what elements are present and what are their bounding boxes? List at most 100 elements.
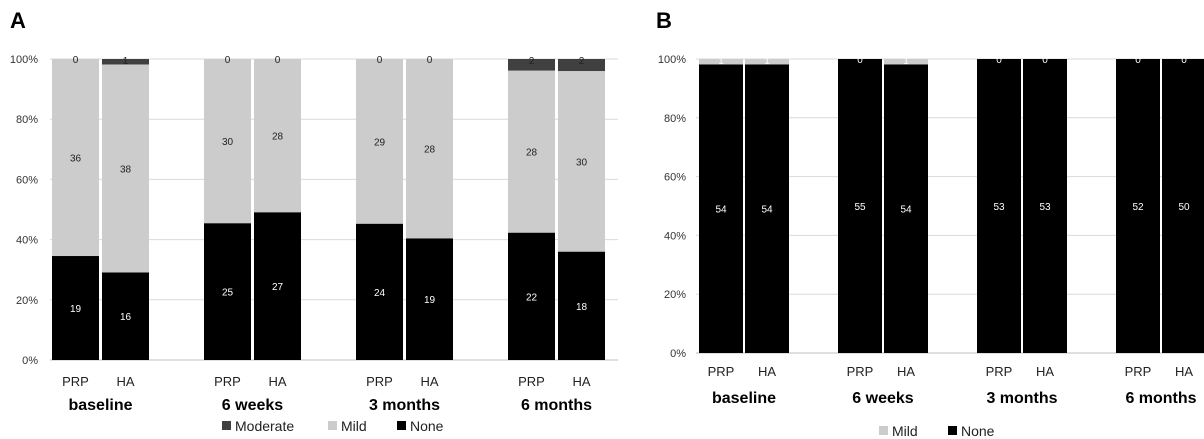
panel-b-group-label: 6 months	[1125, 390, 1196, 407]
panel-b-y-tick-label: 60%	[664, 172, 686, 184]
panel-a-legend-label-moderate: Moderate	[235, 418, 294, 434]
panel-b-legend-swatch-none	[948, 426, 957, 435]
panel-b-bar-segment-mild	[745, 59, 789, 65]
panel-b-y-tick-label: 40%	[664, 230, 686, 242]
panel-b-data-label-none: 55	[854, 202, 866, 213]
panel-a-legend-swatch-moderate	[222, 421, 231, 430]
panel-b-bar-segment-none	[838, 59, 882, 353]
panel-b-data-label-mild: 0	[1042, 55, 1048, 66]
panel-a-y-tick-label: 100%	[10, 54, 38, 66]
panel-b-data-label-none: 54	[900, 205, 912, 216]
panel-a-y-tick-label: 40%	[16, 235, 38, 247]
panel-b-data-label-none: 54	[761, 205, 773, 216]
panel-a-data-label-mild: 36	[70, 154, 82, 165]
panel-b-category-label: PRP	[847, 364, 874, 379]
panel-a-group-label: 6 months	[521, 397, 592, 414]
panel-b-legend-label-mild: Mild	[892, 423, 918, 439]
panel-b-data-label-none: 54	[715, 205, 727, 216]
panel-a-data-label-moderate: 0	[73, 55, 79, 66]
panel-b-data-label-mild: 1	[764, 56, 770, 67]
panel-a-data-label-mild: 30	[222, 137, 234, 148]
panel-b-category-label: PRP	[986, 364, 1013, 379]
panel-a-bar-segment-mild	[52, 59, 99, 257]
panel-b-legend-label-none: None	[961, 423, 995, 439]
panel-a-y-tick-label: 20%	[16, 295, 38, 307]
panel-a-category-label: PRP	[62, 374, 89, 389]
panel-a-data-label-none: 16	[120, 312, 132, 323]
panel-a-data-label-none: 19	[424, 295, 436, 306]
panel-b-y-tick-label: 20%	[664, 289, 686, 301]
panel-b-group-label: 3 months	[986, 390, 1057, 407]
panel-a-data-label-mild: 29	[374, 137, 386, 148]
panel-b-data-label-mild: 1	[718, 56, 724, 67]
panel-b-category-label: HA	[758, 364, 776, 379]
panel-a-bar-segment-mild	[558, 71, 605, 252]
panel-a-bar-segment-mild	[406, 59, 453, 239]
panel-b-y-tick-label: 80%	[664, 113, 686, 125]
panel-a-bar-segment-mild	[508, 70, 555, 233]
panel-b-data-label-mild: 0	[1135, 55, 1141, 66]
panel-a-bar-segment-none	[406, 238, 453, 360]
panel-a-y-tick-label: 60%	[16, 174, 38, 186]
panel-a-legend-label-mild: Mild	[341, 418, 367, 434]
panel-a-bar-segment-none	[52, 256, 99, 360]
panel-b-bar-segment-mild	[699, 59, 743, 65]
panel-a-category-label: PRP	[366, 374, 393, 389]
panel-a-category-label: HA	[572, 374, 590, 389]
panel-a-category-label: HA	[420, 374, 438, 389]
panel-b-data-label-mild: 0	[1181, 55, 1187, 66]
panel-a-bar-segment-none	[356, 223, 403, 360]
panel-a-y-tick-label: 80%	[16, 114, 38, 126]
panel-b-data-label-mild: 0	[857, 55, 863, 66]
panel-b-group-label: baseline	[712, 390, 776, 407]
panel-b-letter: B	[656, 8, 672, 33]
panel-b-category-label: PRP	[708, 364, 735, 379]
panel-a-category-label: PRP	[214, 374, 241, 389]
panel-a-bar-segment-moderate	[508, 59, 555, 71]
panel-b-category-label: HA	[1175, 364, 1193, 379]
panel-a-legend-swatch-mild	[328, 421, 337, 430]
panel-b-bar-segment-none	[1116, 59, 1160, 353]
panel-b-category-label: PRP	[1125, 364, 1152, 379]
panel-a-y-tick-label: 0%	[22, 355, 38, 367]
panel-a-data-label-none: 27	[272, 282, 284, 293]
panel-a-bar-segment-mild	[102, 64, 149, 273]
panel-a-bar-segment-none	[102, 272, 149, 360]
panel-a-data-label-mild: 28	[272, 132, 284, 143]
panel-a-data-label-none: 18	[576, 302, 588, 313]
panel-a-bar-segment-none	[204, 223, 251, 360]
panel-a-category-label: HA	[116, 374, 134, 389]
panel-b-group-label: 6 weeks	[852, 390, 913, 407]
panel-b-bar-segment-none	[1162, 59, 1204, 353]
panel-a-group-label: 3 months	[369, 397, 440, 414]
panel-a-data-label-moderate: 2	[579, 56, 585, 67]
panel-a-legend-swatch-none	[397, 421, 406, 430]
panel-b-bar-segment-none	[745, 64, 789, 353]
panel-a-data-label-mild: 28	[526, 148, 538, 159]
panel-a-bar-segment-mild	[254, 59, 301, 213]
panel-a-data-label-moderate: 1	[123, 56, 129, 67]
panel-b-y-tick-label: 100%	[658, 54, 686, 66]
panel-b-data-label-none: 53	[1039, 202, 1051, 213]
panel-b-data-label-mild: 1	[903, 56, 909, 67]
panel-a-data-label-mild: 38	[120, 164, 132, 175]
panel-b-bar-segment-none	[977, 59, 1021, 353]
panel-a-bar-segment-none	[508, 232, 555, 360]
panel-b-category-label: HA	[897, 364, 915, 379]
panel-b-bar-segment-mild	[884, 59, 928, 65]
panel-a-data-label-moderate: 0	[427, 55, 433, 66]
panel-a-bar-segment-mild	[204, 59, 251, 224]
panel-a-bar-segment-mild	[356, 59, 403, 224]
panel-a-data-label-mild: 30	[576, 157, 588, 168]
panel-a-data-label-moderate: 0	[377, 55, 383, 66]
panel-a-category-label: PRP	[518, 374, 545, 389]
panel-a-group-label: baseline	[68, 397, 132, 414]
panel-b-data-label-none: 53	[993, 202, 1005, 213]
panel-a-letter: A	[10, 8, 26, 33]
panel-b-data-label-none: 52	[1132, 202, 1144, 213]
panel-a-data-label-none: 19	[70, 304, 82, 315]
panel-a-data-label-moderate: 0	[225, 55, 231, 66]
panel-a-bar-segment-moderate	[102, 59, 149, 65]
